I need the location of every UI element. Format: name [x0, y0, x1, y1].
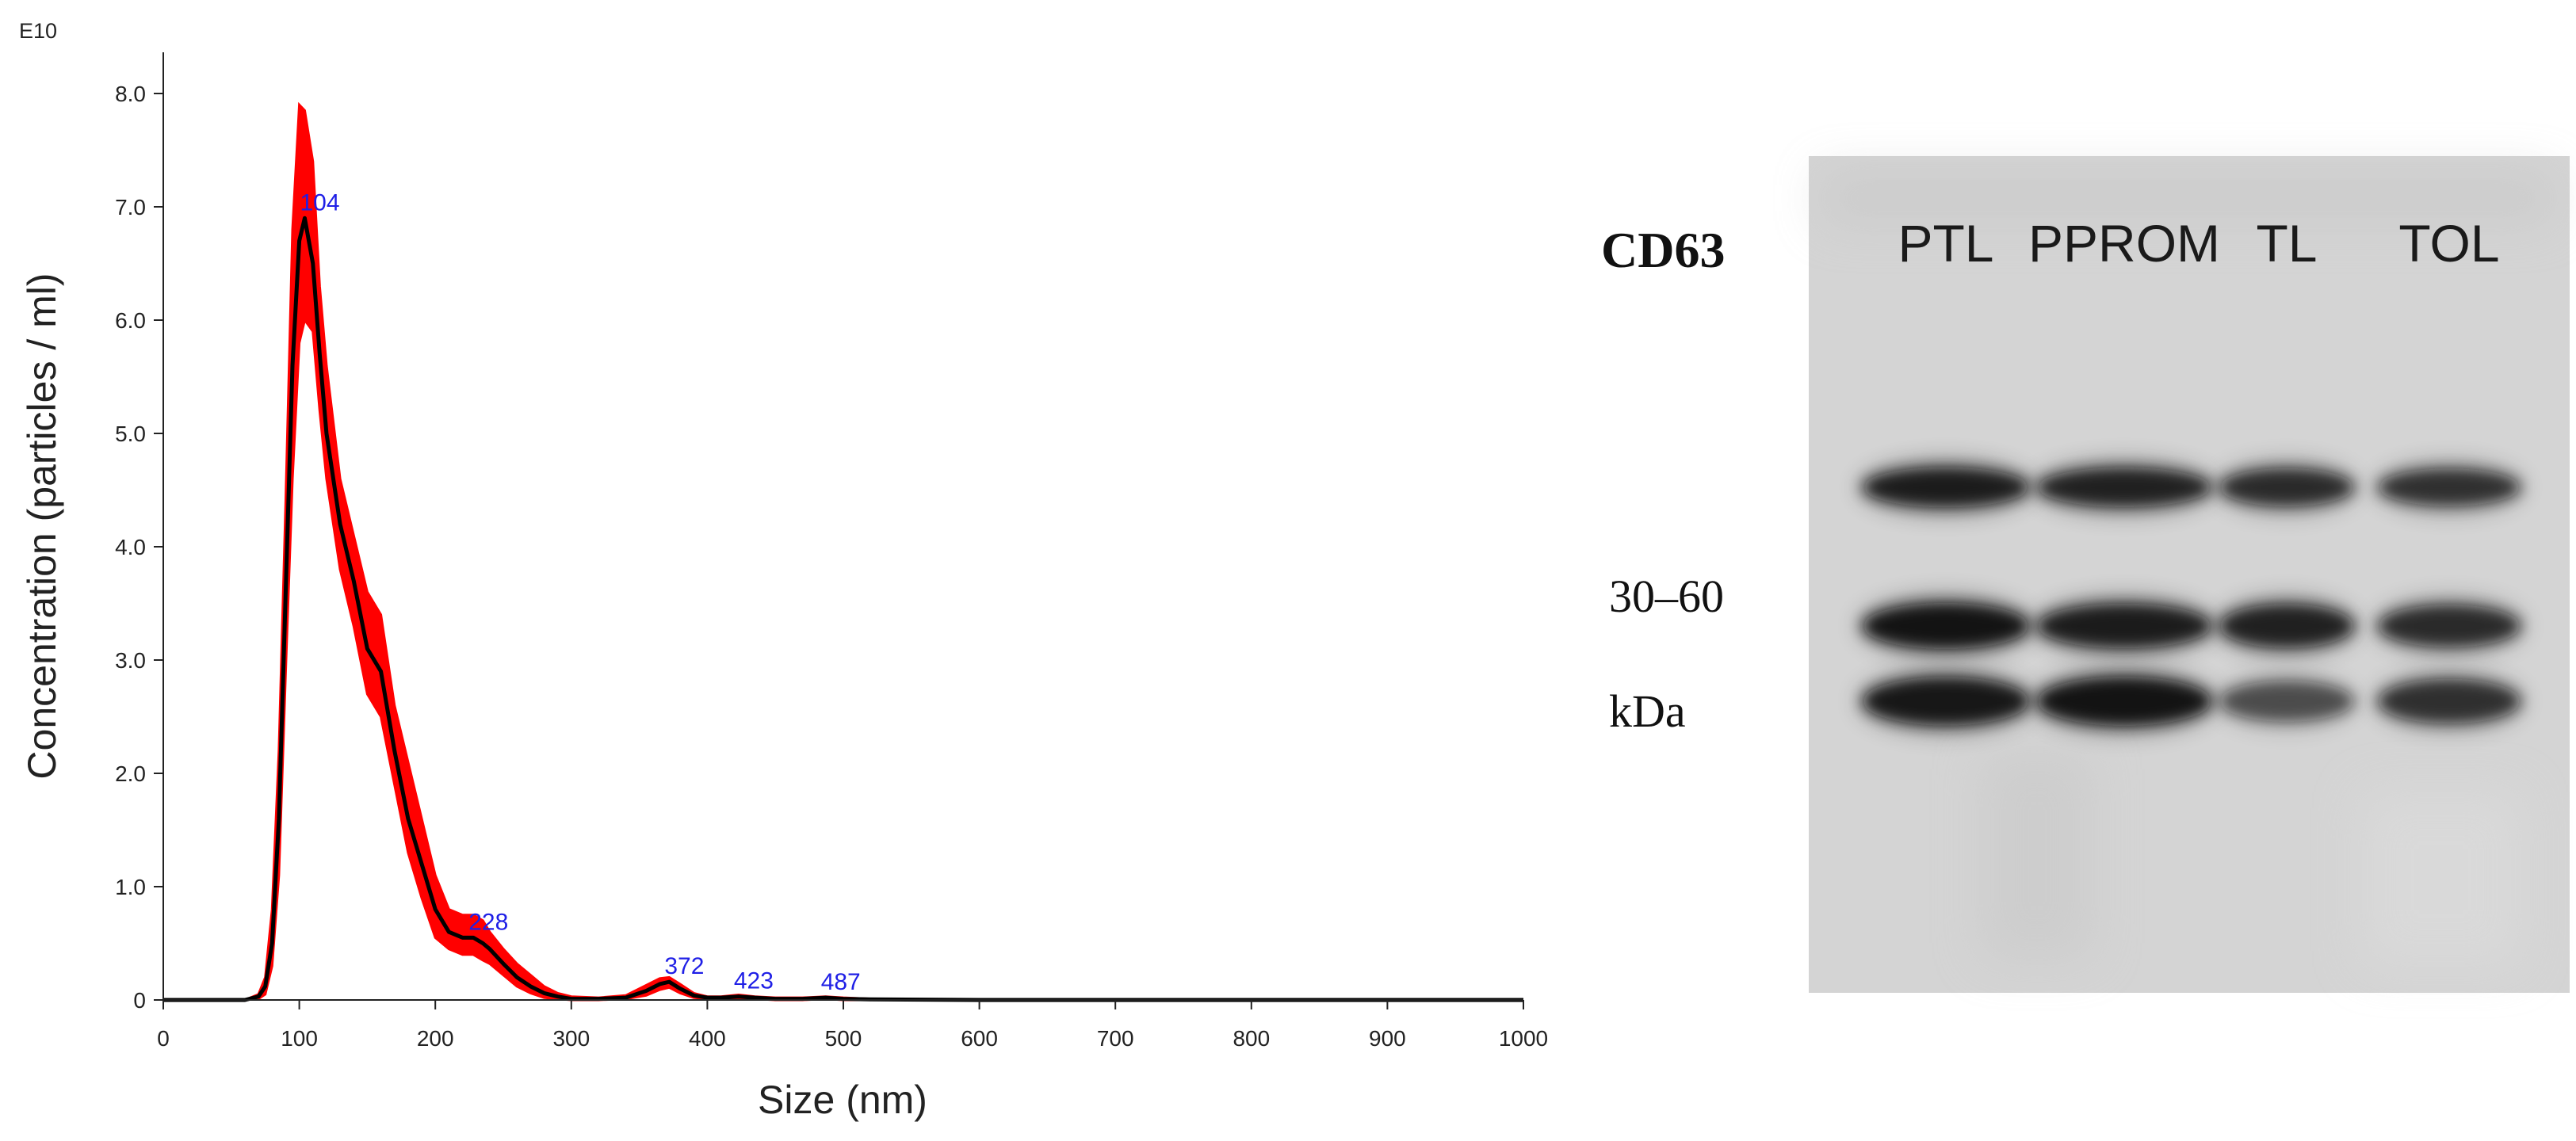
marker-label: CD63: [1601, 222, 1725, 278]
y-tick-label: 5.0: [115, 422, 146, 446]
blot-bands: [1858, 459, 2524, 734]
blot-band: [2037, 677, 2211, 726]
y-tick-label: 0: [133, 988, 146, 1013]
blot-band: [2378, 605, 2521, 647]
blot-band: [2219, 467, 2354, 507]
y-tick-label: 1.0: [115, 875, 146, 899]
blot-band: [2378, 678, 2521, 724]
lane-label: TOL: [2398, 214, 2499, 273]
blot-lane-labels: PTL PPROM TL TOL: [1898, 214, 2499, 273]
y-tick-label: 3.0: [115, 648, 146, 673]
y-tick-label: 7.0: [115, 195, 146, 219]
blot-band: [2037, 603, 2211, 649]
blot-band: [1863, 677, 2029, 726]
x-tick-label: 300: [552, 1026, 590, 1051]
y-tick-label: 8.0: [115, 82, 146, 106]
x-tick-label: 100: [281, 1026, 318, 1051]
blot-band: [2378, 468, 2521, 506]
x-tick-label: 400: [689, 1026, 726, 1051]
peak-label: 487: [821, 969, 861, 995]
lane-label: TL: [2256, 214, 2317, 273]
weight-unit-label: kDa: [1609, 685, 1686, 737]
blot-band: [2219, 604, 2354, 648]
x-tick-label: 700: [1097, 1026, 1134, 1051]
x-axis-ticks: 0 100 200 300 400 500 600 700 800 900 1000: [157, 1000, 1548, 1051]
blot-band: [1863, 467, 2029, 508]
western-blot-panel: CD63 30–60 kDa PTL PPROM TL TOL: [1601, 156, 2570, 993]
plot-area: [163, 101, 1523, 1002]
error-band: [163, 101, 1523, 1002]
x-tick-label: 0: [157, 1026, 170, 1051]
exponent-label: E10: [19, 19, 57, 43]
x-tick-label: 800: [1233, 1026, 1270, 1051]
y-axis-ticks: 0 1.0 2.0 3.0 4.0 5.0 6.0 7.0 8.0: [115, 82, 163, 1013]
size-distribution-chart: E10 0 100 200 300 400 500 600 700 800 900 1000 0 1.…: [19, 19, 1548, 1122]
x-tick-label: 500: [825, 1026, 862, 1051]
peak-label: 423: [734, 968, 774, 994]
y-tick-label: 4.0: [115, 535, 146, 559]
blot-band: [2219, 681, 2354, 722]
peak-label: 104: [300, 189, 339, 216]
lane-label: PPROM: [2028, 214, 2220, 273]
blot-band: [2037, 467, 2211, 507]
membrane-shading: [1823, 174, 2552, 967]
mean-line: [163, 216, 1523, 1002]
x-tick-label: 900: [1369, 1026, 1406, 1051]
x-axis-label: Size (nm): [758, 1078, 927, 1122]
lane-label: PTL: [1898, 214, 1993, 273]
y-tick-label: 6.0: [115, 308, 146, 333]
weight-range-label: 30–60: [1609, 570, 1724, 622]
peak-labels: 104 228 372 423 487: [300, 189, 860, 995]
x-tick-label: 1000: [1499, 1026, 1548, 1051]
y-tick-label: 2.0: [115, 761, 146, 786]
x-tick-label: 200: [417, 1026, 454, 1051]
x-tick-label: 600: [961, 1026, 998, 1051]
blot-band: [1863, 603, 2029, 649]
peak-label: 228: [468, 909, 508, 935]
peak-label: 372: [664, 953, 704, 979]
y-axis-label: Concentration (particles / ml): [20, 273, 64, 779]
